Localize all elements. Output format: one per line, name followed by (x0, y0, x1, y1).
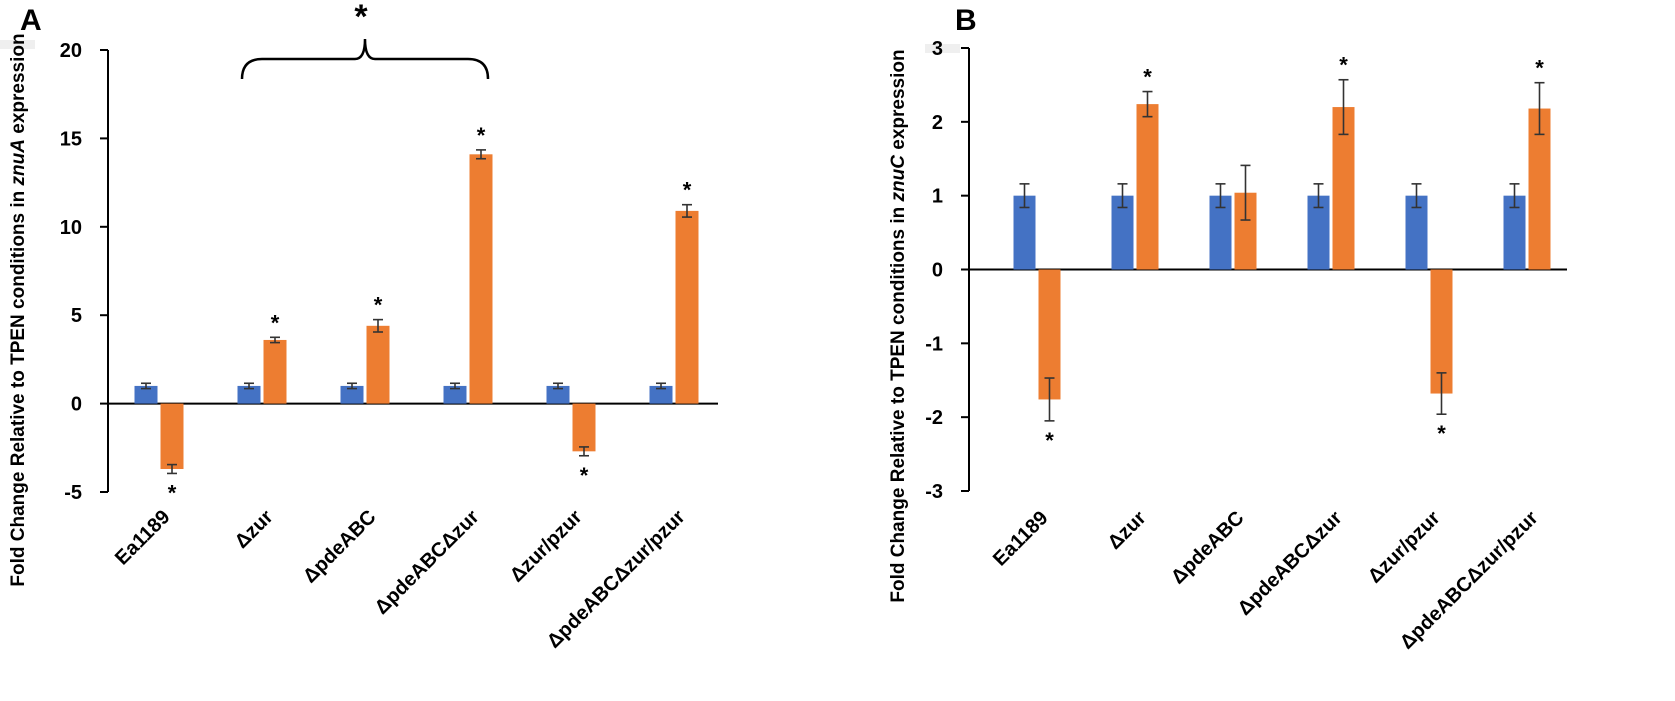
bar-series-1 (134, 385, 158, 404)
y-tick-label: -5 (64, 482, 82, 504)
y-tick-label: -3 (925, 481, 943, 503)
significance-star: * (1143, 65, 1152, 90)
bar-series-1 (443, 385, 467, 404)
y-tick-label: 0 (71, 394, 82, 416)
bar-series-1 (546, 385, 570, 404)
bar-series-2 (263, 339, 287, 404)
bar-series-1 (237, 385, 261, 404)
bar-series-2 (1136, 104, 1159, 270)
category-label: Ea1189 (111, 506, 175, 570)
y-axis-label-part: Fold Change Relative to TPEN conditions … (888, 201, 909, 602)
significance-star: * (271, 310, 280, 335)
y-tick-label: 1 (932, 186, 943, 208)
category-label: ΔpdeABCΔzur (371, 506, 484, 619)
category-label: Δzur/pzur (1364, 507, 1445, 588)
bar-series-1 (340, 385, 364, 404)
bar-series-2 (572, 403, 596, 452)
y-axis-label-part: znuA (8, 139, 29, 186)
significance-star: * (477, 123, 486, 148)
bar-series-1 (1405, 195, 1428, 270)
category-label: ΔpdeABC (1167, 507, 1249, 589)
y-tick-label: 15 (60, 128, 82, 150)
y-tick-label: -2 (925, 407, 943, 429)
group-bracket (240, 38, 490, 80)
legend-placeholder (0, 40, 35, 49)
significance-star: * (683, 178, 692, 203)
panel-letter: A (20, 4, 42, 37)
y-tick-label: 20 (60, 40, 82, 62)
panel-a-chart: A -5 0 5 10 15 20 Fold Change Relative to TPEN … (0, 0, 718, 653)
bar-series-2 (366, 325, 390, 404)
y-tick-label: 3 (932, 38, 943, 60)
bar-series-1 (1111, 195, 1134, 270)
category-label: ΔpdeABCΔzur (1234, 507, 1347, 620)
bar-series-2 (1038, 269, 1061, 400)
y-axis-label-part: Fold Change Relative to TPEN conditions … (8, 185, 29, 586)
bar-series-2 (1528, 108, 1551, 270)
significance-star: * (1535, 56, 1544, 81)
category-label: Δzur/pzur (506, 506, 587, 587)
significance-star: * (1045, 428, 1054, 453)
bar-series-1 (1013, 195, 1036, 270)
legend-placeholder (925, 44, 960, 53)
y-tick-label: 5 (71, 305, 82, 327)
bar-series-2 (469, 154, 493, 404)
bar-series-1 (1503, 195, 1526, 270)
bar-series-2 (1430, 269, 1453, 394)
y-axis-label-part: expression (8, 33, 29, 139)
y-axis-label-part: znuC (888, 155, 909, 203)
significance-star: * (168, 480, 177, 505)
significance-star: * (1437, 421, 1446, 446)
y-axis-label: Fold Change Relative to TPEN conditions … (8, 33, 29, 586)
y-tick-label: 2 (932, 112, 943, 134)
panel-b-chart: B -3 -2 -1 0 1 2 3 Fold Change Relative to TPEN … (888, 4, 1567, 654)
category-label: Ea1189 (989, 507, 1053, 571)
bar-series-1 (649, 385, 673, 404)
y-tick-label: 10 (60, 217, 82, 239)
significance-star: * (580, 463, 589, 488)
panel-letter: B (955, 4, 977, 37)
category-label: ΔpdeABC (299, 506, 381, 588)
y-tick-label: 0 (932, 260, 943, 282)
bracket-significance-star: * (354, 0, 368, 36)
bar-series-1 (1307, 195, 1330, 270)
significance-star: * (374, 293, 383, 318)
bar-series-2 (675, 210, 699, 404)
y-axis-label: Fold Change Relative to TPEN conditions … (888, 49, 909, 602)
bar-series-2 (1332, 107, 1355, 270)
bar-series-2 (160, 403, 184, 470)
significance-star: * (1339, 53, 1348, 78)
y-tick-label: -1 (925, 333, 943, 355)
y-axis-label-part: expression (888, 49, 909, 155)
category-label: Δzur (1104, 507, 1151, 554)
bar-series-2 (1234, 192, 1257, 270)
category-label: Δzur (231, 506, 278, 553)
bar-series-1 (1209, 195, 1232, 270)
